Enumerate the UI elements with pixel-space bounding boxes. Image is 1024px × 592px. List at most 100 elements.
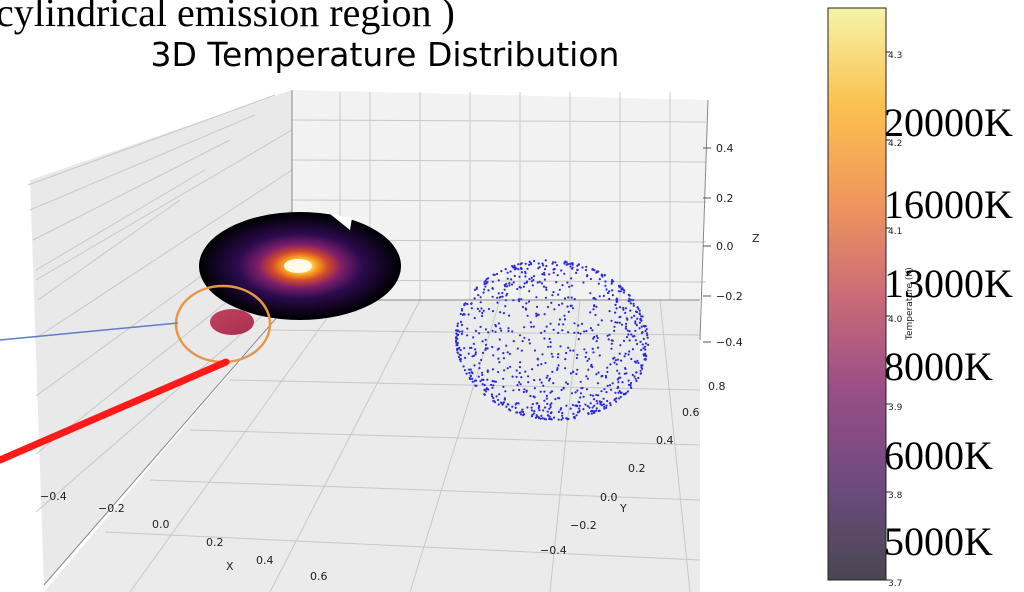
- sphere-point: [585, 265, 588, 268]
- sphere-point: [516, 384, 519, 387]
- sphere-point: [544, 406, 547, 409]
- sphere-point: [456, 337, 459, 340]
- sphere-point: [503, 398, 506, 401]
- sphere-point: [634, 320, 637, 323]
- sphere-point: [494, 380, 497, 383]
- sphere-point: [512, 340, 515, 343]
- sphere-point: [616, 321, 619, 324]
- sphere-point: [481, 311, 484, 315]
- sphere-point: [557, 410, 561, 413]
- sphere-point: [604, 284, 607, 287]
- sphere-point: [546, 305, 550, 309]
- sphere-point: [591, 409, 594, 413]
- sphere-point: [618, 316, 621, 319]
- sphere-point: [515, 411, 519, 414]
- sphere-point: [619, 344, 622, 347]
- sphere-point: [589, 327, 593, 330]
- sphere-point: [515, 402, 518, 405]
- sphere-point: [586, 359, 589, 362]
- sphere-point: [605, 406, 608, 409]
- sphere-point: [484, 279, 487, 283]
- z-tick-label: 0.2: [716, 192, 734, 205]
- sphere-point: [470, 307, 473, 310]
- sphere-point: [595, 305, 598, 308]
- sphere-point: [613, 329, 616, 332]
- sphere-point: [525, 302, 528, 305]
- sphere-point: [486, 281, 489, 284]
- sphere-point: [583, 330, 586, 333]
- sphere-point: [493, 380, 496, 383]
- sphere-point: [460, 309, 464, 312]
- y-tick-label: −0.4: [540, 544, 567, 557]
- sphere-point: [478, 367, 481, 370]
- sphere-point: [565, 261, 568, 264]
- sphere-point: [532, 275, 536, 278]
- sphere-point: [544, 259, 547, 262]
- sphere-point: [504, 390, 507, 393]
- sphere-point: [557, 303, 561, 307]
- overlay-label: 5000K: [884, 519, 993, 564]
- sphere-point: [533, 379, 536, 382]
- sphere-point: [458, 358, 461, 361]
- sphere-point: [606, 366, 609, 369]
- sphere-point: [515, 369, 518, 372]
- sphere-point: [567, 346, 570, 349]
- sphere-point: [617, 381, 620, 384]
- sphere-point: [630, 333, 633, 336]
- sphere-point: [629, 309, 632, 312]
- sphere-point: [549, 406, 552, 409]
- sphere-point: [484, 285, 487, 288]
- sphere-point: [493, 273, 496, 276]
- sphere-point: [539, 417, 542, 420]
- sphere-point: [474, 351, 477, 354]
- sphere-point: [645, 332, 649, 335]
- companion-sphere-points: [454, 259, 650, 421]
- sphere-point: [556, 367, 559, 370]
- sphere-point: [509, 409, 512, 412]
- back-pane: [292, 90, 708, 300]
- sphere-point: [641, 343, 644, 346]
- sphere-point: [560, 269, 563, 272]
- sphere-point: [486, 378, 489, 381]
- sphere-point: [543, 330, 546, 333]
- sphere-point: [593, 304, 596, 307]
- sphere-point: [614, 359, 617, 362]
- sphere-point: [595, 340, 598, 343]
- sphere-point: [554, 261, 557, 264]
- sphere-point: [571, 403, 575, 407]
- sphere-point: [517, 268, 520, 271]
- sphere-point: [522, 390, 526, 394]
- sphere-point: [528, 338, 531, 341]
- sphere-point: [497, 403, 500, 406]
- sphere-point: [572, 412, 575, 415]
- sphere-point: [593, 411, 596, 414]
- sphere-point: [567, 310, 570, 313]
- sphere-point: [509, 270, 512, 273]
- sphere-point: [491, 280, 494, 283]
- sphere-point: [610, 319, 613, 322]
- sphere-point: [628, 330, 631, 333]
- sphere-point: [479, 325, 482, 328]
- sphere-point: [512, 389, 515, 392]
- sphere-point: [502, 385, 505, 388]
- sphere-point: [524, 370, 527, 373]
- sphere-point: [495, 395, 498, 398]
- sphere-point: [484, 338, 487, 341]
- sphere-point: [591, 394, 595, 397]
- sphere-point: [464, 356, 467, 359]
- sphere-point: [624, 367, 627, 370]
- sphere-point: [552, 268, 555, 271]
- sphere-point: [517, 298, 521, 301]
- sphere-point: [611, 382, 614, 385]
- sphere-point: [535, 415, 539, 418]
- sphere-point: [624, 352, 627, 355]
- sphere-point: [598, 354, 601, 357]
- sphere-point: [576, 264, 579, 267]
- sphere-point: [533, 349, 537, 352]
- sphere-point: [564, 367, 567, 370]
- sphere-point: [459, 354, 462, 357]
- sphere-point: [528, 263, 531, 266]
- sphere-point: [613, 361, 616, 364]
- sphere-point: [619, 395, 623, 398]
- sphere-point: [480, 314, 484, 318]
